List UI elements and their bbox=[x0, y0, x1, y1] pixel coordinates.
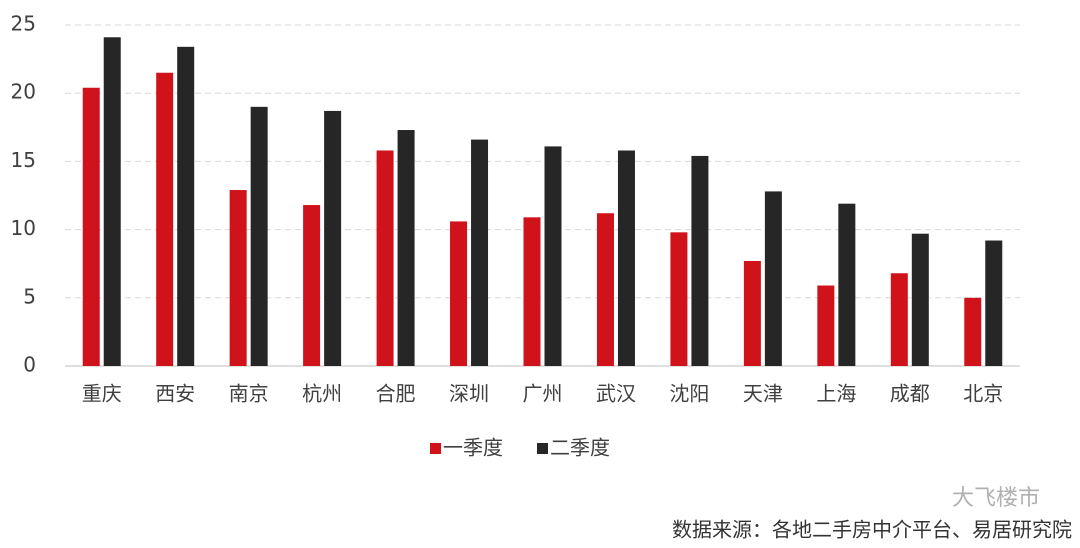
bar bbox=[450, 221, 468, 366]
legend-label: 二季度 bbox=[550, 436, 610, 460]
y-tick-label: 0 bbox=[23, 353, 36, 377]
x-tick-label: 杭州 bbox=[302, 382, 342, 406]
bar bbox=[397, 130, 415, 366]
x-tick-label: 沈阳 bbox=[669, 382, 709, 406]
bar bbox=[156, 72, 174, 367]
bar bbox=[817, 285, 835, 366]
bar bbox=[691, 155, 709, 366]
x-tick-label: 武汉 bbox=[596, 382, 636, 406]
bar bbox=[324, 110, 342, 366]
bar bbox=[964, 297, 982, 366]
x-tick-label: 重庆 bbox=[82, 382, 122, 406]
bar bbox=[743, 260, 761, 366]
x-tick-label: 合肥 bbox=[376, 382, 416, 406]
source-note: 数据来源：各地二手房中介平台、易居研究院 bbox=[672, 518, 1072, 542]
bar bbox=[103, 37, 121, 366]
y-tick-label: 25 bbox=[11, 12, 36, 36]
x-tick-label: 上海 bbox=[816, 382, 856, 406]
bar bbox=[471, 139, 489, 366]
bar bbox=[82, 87, 100, 366]
x-tick-label: 北京 bbox=[963, 382, 1003, 406]
legend-swatch bbox=[537, 443, 548, 454]
bar bbox=[303, 205, 321, 366]
bar bbox=[229, 190, 247, 366]
bar bbox=[177, 46, 195, 366]
y-tick-label: 5 bbox=[23, 284, 36, 308]
bar bbox=[985, 240, 1003, 366]
bar bbox=[376, 150, 394, 366]
legend-label: 一季度 bbox=[443, 436, 503, 460]
y-tick-label: 10 bbox=[11, 216, 36, 240]
x-tick-label: 广州 bbox=[523, 382, 563, 406]
y-tick-label: 15 bbox=[11, 148, 36, 172]
x-tick-label: 天津 bbox=[743, 382, 783, 406]
bar bbox=[670, 232, 688, 366]
bar bbox=[544, 146, 562, 366]
watermark: 大飞楼市 bbox=[952, 486, 1040, 511]
bar bbox=[617, 150, 635, 366]
x-tick-label: 南京 bbox=[229, 382, 269, 406]
bar bbox=[596, 213, 614, 366]
x-tick-label: 成都 bbox=[890, 382, 930, 406]
x-tick-label: 西安 bbox=[155, 382, 195, 406]
bar bbox=[890, 273, 908, 366]
bar bbox=[911, 233, 929, 366]
bar bbox=[764, 191, 782, 366]
y-tick-label: 20 bbox=[11, 80, 36, 104]
legend-swatch bbox=[430, 443, 441, 454]
bar bbox=[523, 217, 541, 366]
bar bbox=[250, 106, 268, 366]
bar bbox=[838, 203, 856, 366]
x-tick-label: 深圳 bbox=[449, 382, 489, 406]
